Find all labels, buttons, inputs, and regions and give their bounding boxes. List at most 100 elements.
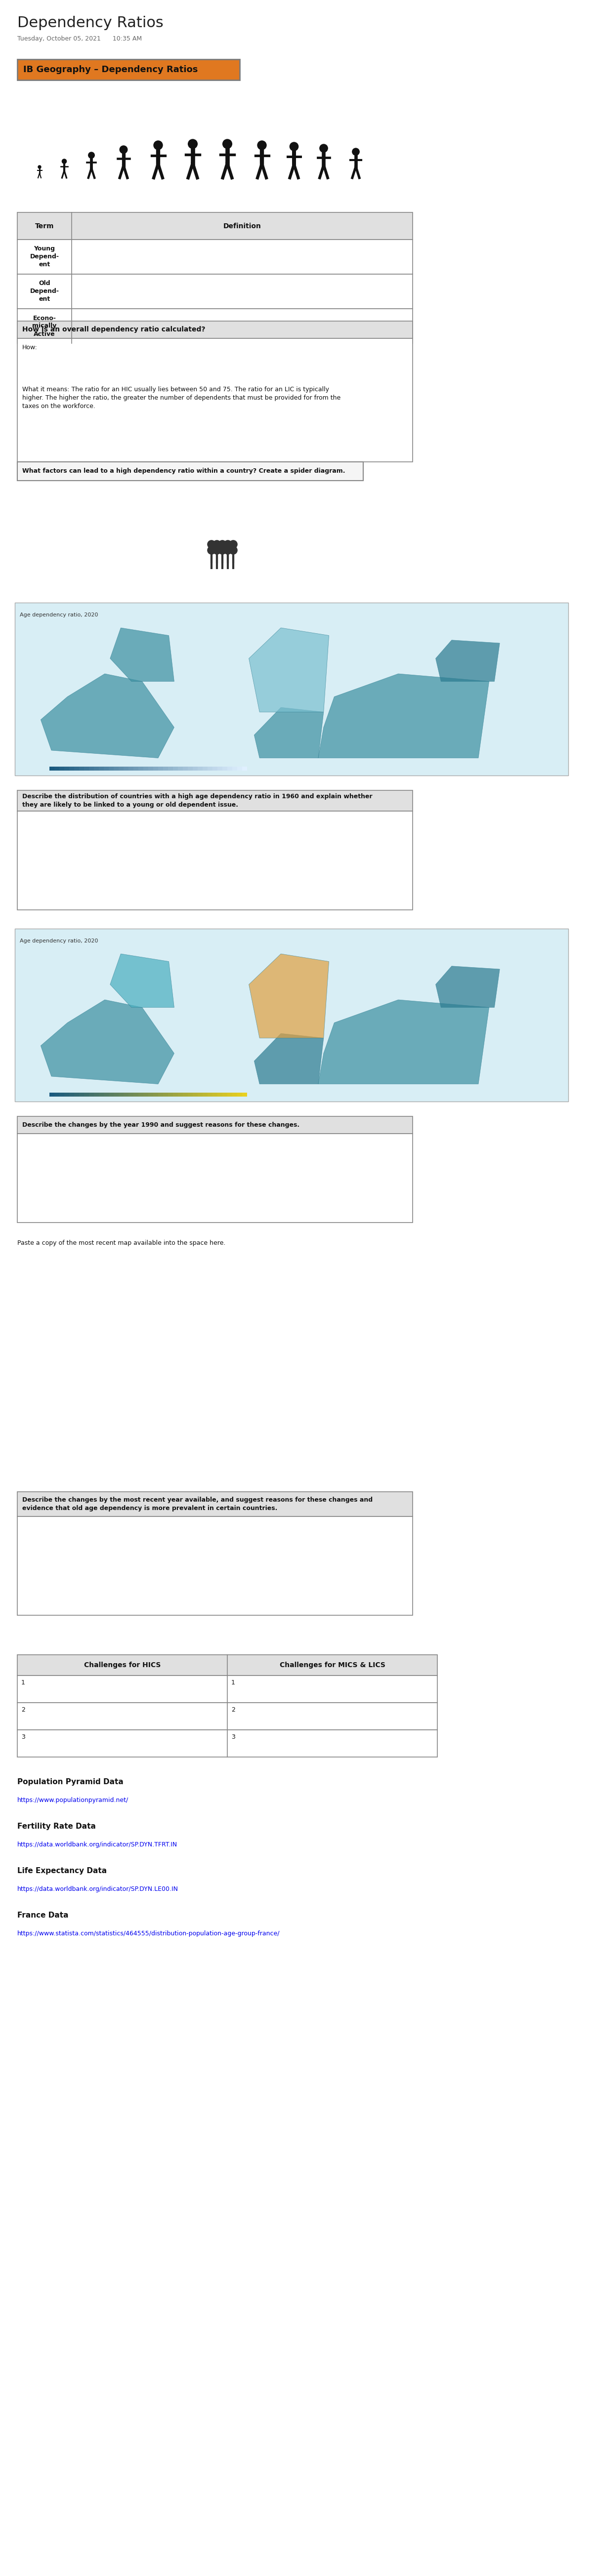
FancyBboxPatch shape bbox=[188, 768, 193, 770]
Text: Age dependency ratio, 2020: Age dependency ratio, 2020 bbox=[20, 613, 98, 618]
Circle shape bbox=[224, 546, 232, 554]
FancyBboxPatch shape bbox=[203, 768, 208, 770]
FancyBboxPatch shape bbox=[17, 1115, 413, 1133]
Text: https://www.statista.com/statistics/464555/distribution-population-age-group-fra: https://www.statista.com/statistics/4645… bbox=[17, 1929, 280, 1937]
FancyBboxPatch shape bbox=[64, 1092, 69, 1097]
FancyBboxPatch shape bbox=[218, 1092, 222, 1097]
Circle shape bbox=[320, 144, 328, 152]
Polygon shape bbox=[254, 708, 324, 757]
FancyBboxPatch shape bbox=[208, 768, 212, 770]
Text: How is an overall dependency ratio calculated?: How is an overall dependency ratio calcu… bbox=[23, 327, 205, 332]
FancyBboxPatch shape bbox=[227, 1092, 232, 1097]
FancyBboxPatch shape bbox=[89, 768, 94, 770]
Text: Term: Term bbox=[35, 222, 54, 229]
FancyBboxPatch shape bbox=[193, 1092, 197, 1097]
Text: Young
Depend-
ent: Young Depend- ent bbox=[30, 245, 59, 268]
Text: https://data.worldbank.org/indicator/SP.DYN.TFRT.IN: https://data.worldbank.org/indicator/SP.… bbox=[17, 1842, 177, 1847]
FancyBboxPatch shape bbox=[153, 768, 158, 770]
Text: Fertility Rate Data: Fertility Rate Data bbox=[17, 1824, 96, 1829]
FancyBboxPatch shape bbox=[183, 768, 188, 770]
Circle shape bbox=[208, 546, 215, 554]
FancyBboxPatch shape bbox=[129, 1092, 133, 1097]
FancyBboxPatch shape bbox=[79, 768, 84, 770]
Text: What factors can lead to a high dependency ratio within a country? Create a spid: What factors can lead to a high dependen… bbox=[23, 469, 345, 474]
Circle shape bbox=[229, 541, 237, 549]
Text: Dependency Ratios: Dependency Ratios bbox=[17, 15, 164, 31]
Polygon shape bbox=[249, 629, 329, 711]
FancyBboxPatch shape bbox=[79, 1092, 84, 1097]
FancyBboxPatch shape bbox=[227, 768, 232, 770]
Text: Challenges for MICS & LICS: Challenges for MICS & LICS bbox=[279, 1662, 385, 1669]
FancyBboxPatch shape bbox=[94, 768, 99, 770]
Text: Age dependency ratio, 2020: Age dependency ratio, 2020 bbox=[20, 938, 98, 943]
FancyBboxPatch shape bbox=[49, 1092, 55, 1097]
FancyBboxPatch shape bbox=[178, 768, 183, 770]
FancyBboxPatch shape bbox=[84, 768, 89, 770]
FancyBboxPatch shape bbox=[237, 768, 242, 770]
Text: Describe the changes by the most recent year available, and suggest reasons for : Describe the changes by the most recent … bbox=[23, 1497, 372, 1512]
FancyBboxPatch shape bbox=[49, 768, 55, 770]
Circle shape bbox=[257, 142, 266, 149]
FancyBboxPatch shape bbox=[64, 768, 69, 770]
FancyBboxPatch shape bbox=[218, 768, 222, 770]
FancyBboxPatch shape bbox=[17, 59, 240, 80]
FancyBboxPatch shape bbox=[138, 1092, 144, 1097]
FancyBboxPatch shape bbox=[17, 240, 413, 273]
Circle shape bbox=[229, 546, 237, 554]
Text: Paste a copy of the most recent map available into the space here.: Paste a copy of the most recent map avai… bbox=[17, 1239, 225, 1247]
FancyBboxPatch shape bbox=[17, 1517, 413, 1615]
Circle shape bbox=[88, 152, 94, 157]
Text: France Data: France Data bbox=[17, 1911, 68, 1919]
FancyBboxPatch shape bbox=[212, 1092, 218, 1097]
Polygon shape bbox=[318, 675, 489, 757]
FancyBboxPatch shape bbox=[17, 273, 413, 309]
FancyBboxPatch shape bbox=[148, 768, 153, 770]
FancyBboxPatch shape bbox=[17, 1674, 438, 1703]
Polygon shape bbox=[110, 629, 174, 683]
FancyBboxPatch shape bbox=[133, 1092, 138, 1097]
FancyBboxPatch shape bbox=[17, 322, 413, 337]
FancyBboxPatch shape bbox=[114, 768, 119, 770]
Text: How:




​What it means: The ratio for an HIC usually lies between 50 and 75. Th: How: ​What it means: The ratio for an HI… bbox=[23, 345, 340, 410]
FancyBboxPatch shape bbox=[94, 1092, 99, 1097]
Polygon shape bbox=[254, 1033, 324, 1084]
Text: 2: 2 bbox=[231, 1708, 235, 1713]
Polygon shape bbox=[41, 999, 174, 1084]
FancyBboxPatch shape bbox=[158, 1092, 163, 1097]
FancyBboxPatch shape bbox=[232, 768, 237, 770]
FancyBboxPatch shape bbox=[173, 1092, 178, 1097]
FancyBboxPatch shape bbox=[138, 768, 144, 770]
Text: Population Pyramid Data: Population Pyramid Data bbox=[17, 1777, 123, 1785]
Text: 3: 3 bbox=[231, 1734, 235, 1741]
FancyBboxPatch shape bbox=[17, 309, 413, 343]
FancyBboxPatch shape bbox=[129, 768, 133, 770]
Text: Tuesday, October 05, 2021      10:35 AM: Tuesday, October 05, 2021 10:35 AM bbox=[17, 36, 142, 41]
FancyBboxPatch shape bbox=[59, 768, 64, 770]
Polygon shape bbox=[110, 953, 174, 1007]
FancyBboxPatch shape bbox=[163, 1092, 168, 1097]
Text: Definition: Definition bbox=[223, 222, 261, 229]
FancyBboxPatch shape bbox=[183, 1092, 188, 1097]
Polygon shape bbox=[318, 999, 489, 1084]
Circle shape bbox=[120, 147, 127, 155]
FancyBboxPatch shape bbox=[89, 1092, 94, 1097]
FancyBboxPatch shape bbox=[109, 768, 114, 770]
FancyBboxPatch shape bbox=[158, 768, 163, 770]
Polygon shape bbox=[436, 966, 500, 1007]
FancyBboxPatch shape bbox=[99, 768, 104, 770]
Circle shape bbox=[223, 139, 232, 149]
FancyBboxPatch shape bbox=[17, 1492, 413, 1517]
FancyBboxPatch shape bbox=[153, 1092, 158, 1097]
Text: Describe the distribution of countries with a high age dependency ratio in 1960 : Describe the distribution of countries w… bbox=[23, 793, 372, 809]
FancyBboxPatch shape bbox=[144, 1092, 148, 1097]
FancyBboxPatch shape bbox=[168, 1092, 173, 1097]
FancyBboxPatch shape bbox=[114, 1092, 119, 1097]
FancyBboxPatch shape bbox=[15, 603, 568, 775]
Text: Econo-
mically
Active: Econo- mically Active bbox=[32, 314, 57, 337]
Text: Life Expectancy Data: Life Expectancy Data bbox=[17, 1868, 107, 1875]
Circle shape bbox=[154, 142, 162, 149]
Polygon shape bbox=[249, 953, 329, 1038]
Text: Describe the changes by the year 1990 and suggest reasons for these changes.: Describe the changes by the year 1990 an… bbox=[23, 1121, 299, 1128]
FancyBboxPatch shape bbox=[55, 768, 59, 770]
FancyBboxPatch shape bbox=[133, 768, 138, 770]
